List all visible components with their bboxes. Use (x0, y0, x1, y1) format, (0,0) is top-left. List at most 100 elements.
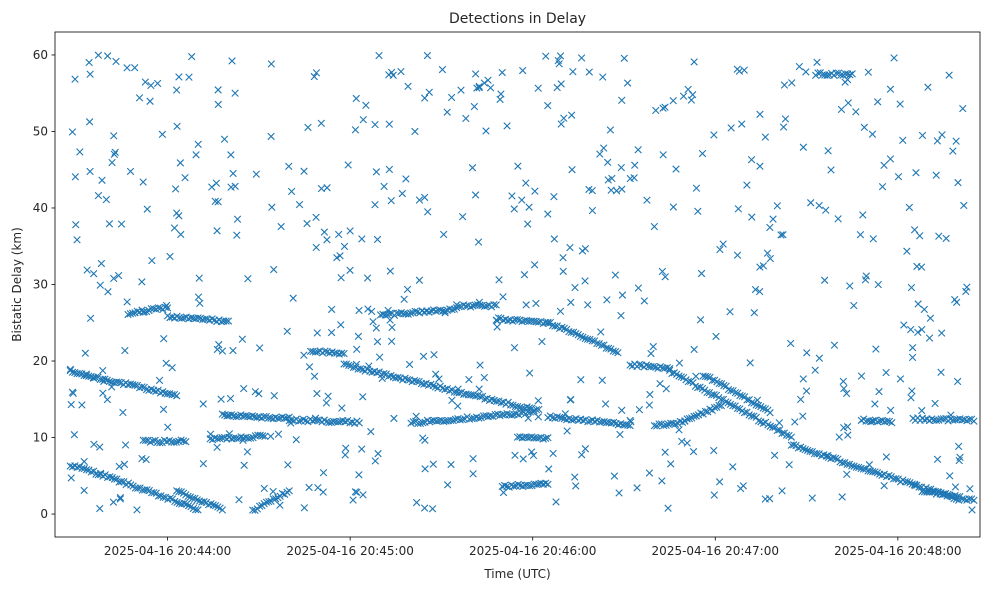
data-point (421, 465, 429, 473)
data-point (549, 449, 557, 458)
data-point (300, 167, 308, 175)
data-point (474, 238, 483, 246)
data-point (317, 119, 325, 128)
data-point (951, 483, 960, 491)
data-point (270, 392, 278, 400)
data-point (358, 235, 366, 243)
y-axis: 0 10 20 30 40 50 60 (33, 48, 55, 521)
data-point (493, 317, 501, 325)
data-point (158, 130, 167, 139)
data-point (926, 314, 935, 322)
data-point (66, 365, 75, 373)
data-point (319, 468, 328, 477)
data-point (832, 69, 840, 77)
data-point (886, 85, 895, 93)
data-point (215, 340, 223, 349)
data-point (338, 404, 346, 412)
data-points (66, 51, 978, 514)
data-point (727, 124, 735, 132)
data-point (596, 150, 604, 158)
data-point (212, 179, 221, 187)
data-point (538, 337, 546, 346)
data-point (615, 489, 623, 497)
data-point (873, 98, 882, 106)
data-point (462, 114, 470, 123)
data-point (736, 391, 744, 400)
data-point (110, 475, 119, 483)
data-point (932, 416, 941, 424)
data-point (565, 414, 573, 423)
data-point (886, 406, 895, 414)
data-point (519, 66, 527, 75)
data-point (351, 488, 360, 496)
data-point (420, 193, 429, 202)
data-point (173, 487, 181, 495)
data-point (226, 394, 235, 403)
data-point (476, 361, 484, 369)
data-point (181, 173, 189, 182)
data-point (747, 399, 756, 407)
data-point (111, 148, 119, 156)
data-point (759, 419, 767, 428)
data-point (859, 211, 867, 219)
data-point (689, 447, 698, 456)
data-point (349, 496, 357, 504)
data-point (799, 412, 807, 420)
data-point (703, 388, 711, 397)
data-point (801, 445, 809, 454)
data-point (439, 230, 448, 239)
data-point (194, 506, 202, 514)
data-point (96, 504, 104, 513)
data-point (255, 502, 264, 510)
data-point (685, 414, 694, 423)
data-point (80, 464, 88, 473)
data-point (555, 60, 563, 68)
data-point (120, 460, 129, 469)
data-point (475, 298, 484, 306)
data-point (511, 451, 519, 459)
data-point (229, 346, 237, 355)
data-point (768, 423, 777, 431)
data-point (807, 199, 815, 207)
data-point (475, 385, 483, 393)
data-point (843, 470, 851, 479)
data-point (892, 475, 900, 483)
data-point (731, 389, 740, 397)
data-point (576, 332, 585, 341)
data-point (815, 354, 824, 362)
data-point (251, 387, 260, 396)
data-point (82, 466, 91, 474)
data-point (750, 309, 758, 317)
data-point (168, 363, 176, 372)
data-point (400, 295, 408, 304)
data-point (314, 484, 322, 492)
data-point (617, 311, 625, 320)
data-point (432, 307, 440, 315)
data-point (211, 197, 219, 206)
data-point (843, 423, 852, 431)
data-point (337, 349, 346, 357)
data-point (840, 384, 848, 393)
data-point (423, 51, 432, 60)
data-point (568, 165, 576, 174)
data-point (89, 374, 98, 382)
y-tick-label: 20 (33, 354, 48, 368)
data-point (67, 400, 75, 409)
data-point (206, 430, 215, 438)
data-point (738, 120, 746, 128)
data-point (789, 441, 798, 449)
data-point (746, 359, 754, 367)
data-point (962, 287, 970, 296)
data-point (123, 64, 131, 72)
data-point (310, 372, 319, 381)
data-point (618, 185, 626, 193)
data-point (618, 96, 626, 105)
data-point (428, 505, 437, 513)
data-point (827, 166, 835, 174)
data-point (928, 415, 936, 423)
data-point (918, 406, 926, 415)
data-point (313, 389, 321, 398)
data-point (173, 498, 181, 506)
data-point (599, 73, 607, 81)
data-point (572, 482, 580, 490)
